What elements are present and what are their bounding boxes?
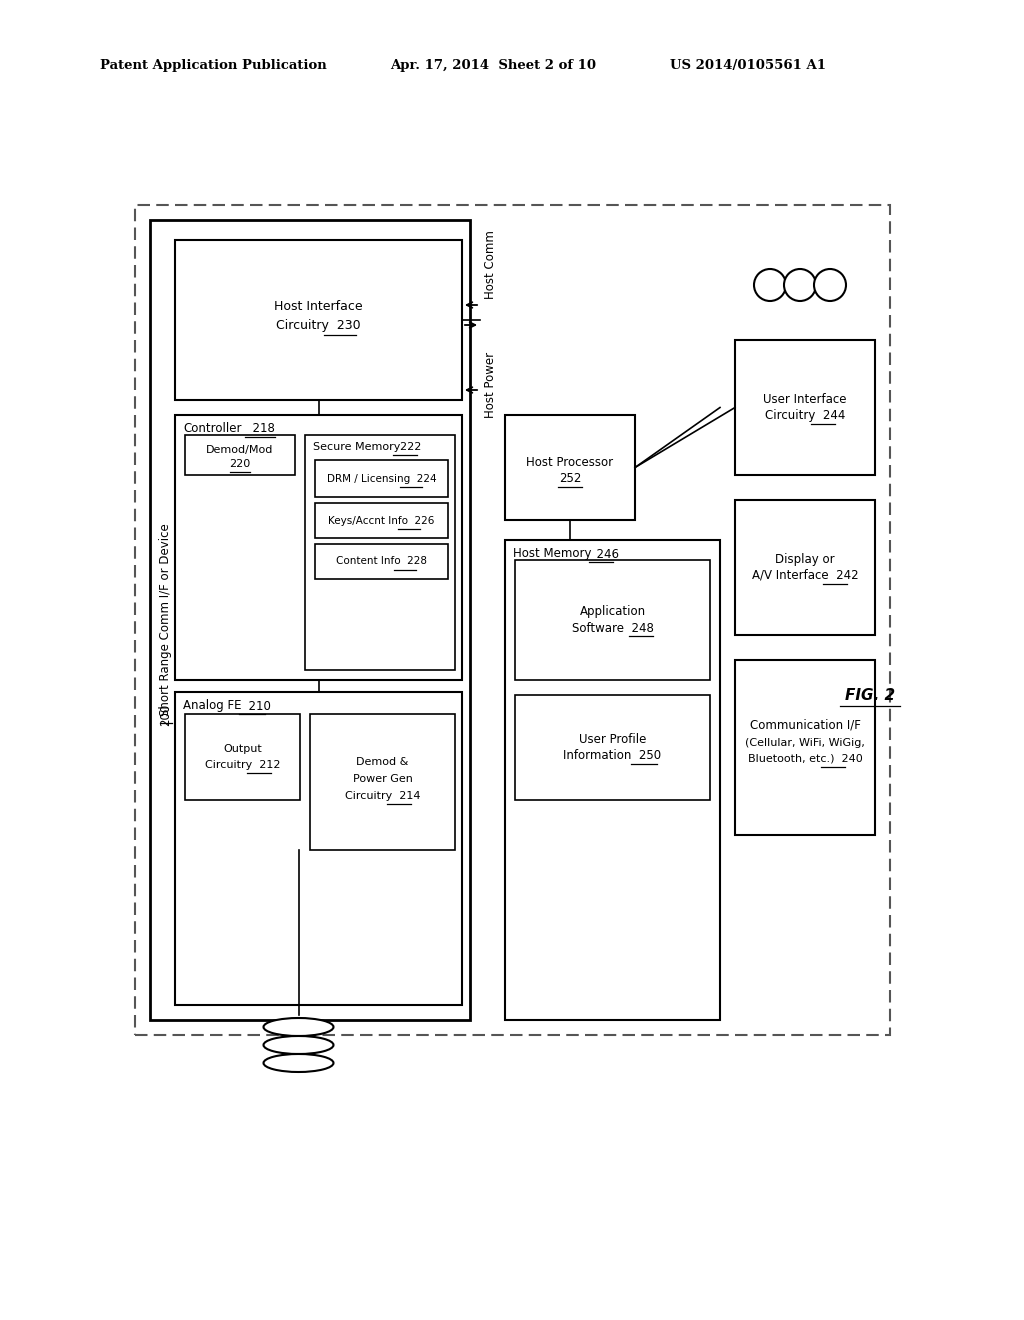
FancyBboxPatch shape: [315, 544, 449, 579]
Text: Demod/Mod: Demod/Mod: [206, 445, 273, 455]
Text: DRM / Licensing  224: DRM / Licensing 224: [327, 474, 436, 483]
Text: Application: Application: [580, 606, 645, 619]
FancyBboxPatch shape: [135, 205, 890, 1035]
Ellipse shape: [263, 1053, 334, 1072]
Text: Circuitry  244: Circuitry 244: [765, 409, 845, 422]
FancyBboxPatch shape: [310, 714, 455, 850]
Text: Demod &: Demod &: [356, 756, 409, 767]
FancyBboxPatch shape: [185, 714, 300, 800]
Text: Analog FE: Analog FE: [183, 700, 242, 713]
Text: FIG. 2: FIG. 2: [845, 688, 895, 702]
FancyBboxPatch shape: [175, 240, 462, 400]
Text: 218: 218: [245, 422, 274, 436]
Text: Software  248: Software 248: [571, 622, 653, 635]
Text: Bluetooth, etc.)  240: Bluetooth, etc.) 240: [748, 754, 862, 763]
FancyBboxPatch shape: [735, 341, 874, 475]
Circle shape: [754, 269, 786, 301]
Text: Keys/Accnt Info  226: Keys/Accnt Info 226: [329, 516, 434, 525]
Text: A/V Interface  242: A/V Interface 242: [752, 569, 858, 582]
Text: (Cellular, WiFi, WiGig,: (Cellular, WiFi, WiGig,: [745, 738, 865, 747]
Text: Secure Memory: Secure Memory: [313, 442, 400, 451]
Circle shape: [814, 269, 846, 301]
Text: Host Interface: Host Interface: [274, 300, 362, 313]
FancyBboxPatch shape: [515, 696, 710, 800]
FancyBboxPatch shape: [505, 540, 720, 1020]
FancyBboxPatch shape: [175, 692, 462, 1005]
Text: 200: 200: [160, 704, 172, 726]
Text: Apr. 17, 2014  Sheet 2 of 10: Apr. 17, 2014 Sheet 2 of 10: [390, 58, 596, 71]
FancyBboxPatch shape: [505, 414, 635, 520]
Text: Host Power: Host Power: [483, 352, 497, 418]
Text: Content Info  228: Content Info 228: [336, 557, 427, 566]
FancyBboxPatch shape: [175, 414, 462, 680]
FancyBboxPatch shape: [735, 660, 874, 836]
Text: Information  250: Information 250: [563, 748, 662, 762]
Text: Controller: Controller: [183, 422, 242, 436]
FancyBboxPatch shape: [150, 220, 470, 1020]
Text: Circuitry  214: Circuitry 214: [345, 791, 420, 801]
Text: Circuitry  230: Circuitry 230: [276, 318, 360, 331]
Text: 246: 246: [589, 548, 618, 561]
FancyBboxPatch shape: [735, 500, 874, 635]
Text: Host Comm: Host Comm: [483, 231, 497, 300]
Text: Output: Output: [223, 744, 262, 754]
Text: Display or: Display or: [775, 553, 835, 566]
FancyBboxPatch shape: [305, 436, 455, 671]
Text: Host Memory: Host Memory: [513, 548, 592, 561]
Ellipse shape: [263, 1036, 334, 1053]
Text: 222: 222: [393, 442, 421, 451]
Text: Communication I/F: Communication I/F: [750, 719, 860, 733]
FancyBboxPatch shape: [315, 459, 449, 498]
Text: Host Processor: Host Processor: [526, 455, 613, 469]
Circle shape: [784, 269, 816, 301]
Text: Short Range Comm I/F or Device: Short Range Comm I/F or Device: [160, 524, 172, 717]
Text: Patent Application Publication: Patent Application Publication: [100, 58, 327, 71]
Text: US 2014/0105561 A1: US 2014/0105561 A1: [670, 58, 826, 71]
Text: Power Gen: Power Gen: [352, 774, 413, 784]
Ellipse shape: [263, 1018, 334, 1036]
FancyBboxPatch shape: [315, 503, 449, 539]
Text: 252: 252: [559, 473, 582, 484]
FancyBboxPatch shape: [185, 436, 295, 475]
Text: Circuitry  212: Circuitry 212: [205, 760, 281, 770]
Text: 220: 220: [229, 459, 251, 469]
Text: 210: 210: [241, 700, 271, 713]
Text: User Interface: User Interface: [763, 393, 847, 407]
FancyBboxPatch shape: [515, 560, 710, 680]
Text: User Profile: User Profile: [579, 733, 646, 746]
